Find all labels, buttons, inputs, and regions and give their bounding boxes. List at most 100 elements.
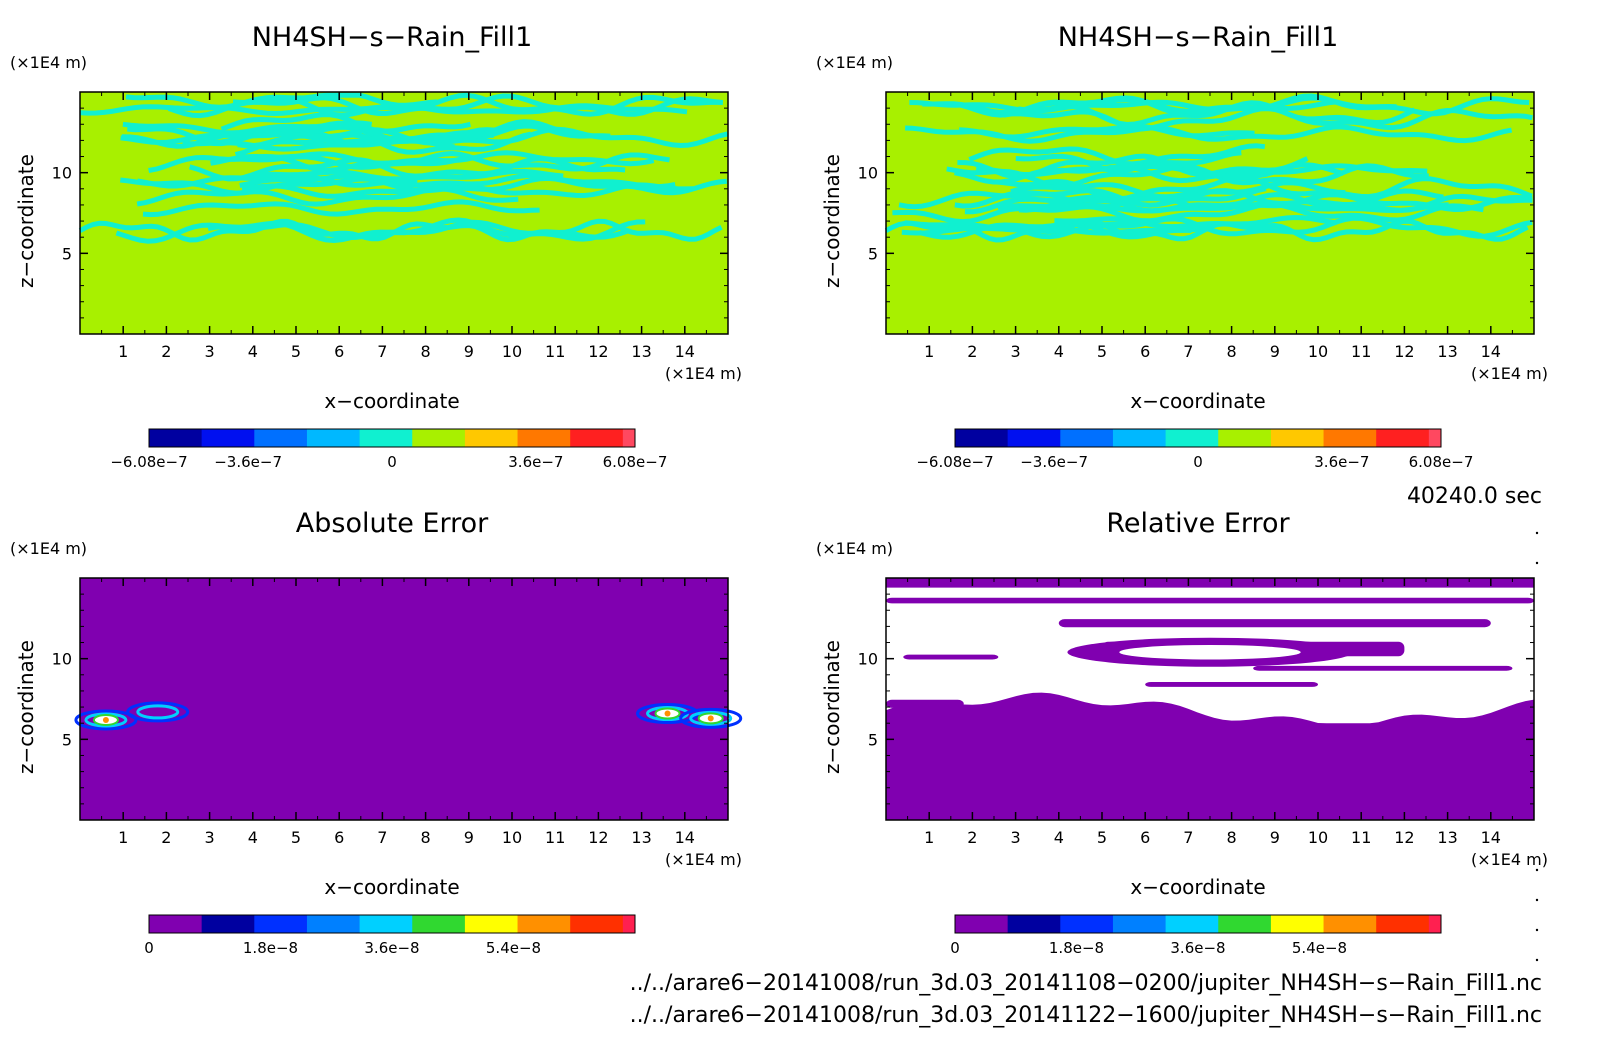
x-tick-label: 4 xyxy=(1054,828,1064,847)
y-unit-label: (×1E4 m) xyxy=(10,53,87,72)
colorbar-tick-label: 0 xyxy=(950,939,960,957)
x-tick-label: 3 xyxy=(205,828,215,847)
x-tick-label: 4 xyxy=(248,342,258,361)
colorbar-tick-label: 5.4e−8 xyxy=(486,939,541,957)
x-tick-label: 11 xyxy=(1351,342,1371,361)
colorbar: 0 1.8e−8 3.6e−8 5.4e−8 xyxy=(950,914,1442,957)
colorbar-segment xyxy=(517,429,571,447)
y-tick-label: 10 xyxy=(52,650,72,669)
x-tick-label: 7 xyxy=(377,828,387,847)
colorbar-segment xyxy=(306,915,361,933)
x-tick-label: 6 xyxy=(334,828,344,847)
panel-title: NH4SH−s−Rain_Fill1 xyxy=(252,22,533,53)
colorbar-tick-label: 6.08e−7 xyxy=(1409,453,1474,471)
x-axis-label: x−coordinate xyxy=(324,875,459,899)
error-spot xyxy=(126,701,190,723)
colorbar-segment xyxy=(359,915,413,933)
y-tick-label: 5 xyxy=(868,244,878,263)
colorbar-segment xyxy=(306,429,361,447)
colorbar-segment xyxy=(1323,915,1377,933)
chart-panel-2: NH4SH−s−Rain_Fill1(×1E4 m)1 2 3 4 5 6 7 8 9 10 11 1… xyxy=(816,22,1548,471)
error-spot xyxy=(679,707,743,729)
chart-panel-3: Absolute Error(×1E4 m)1 2 3 4 5 6 7 8 9 10 11 12 13 1… xyxy=(10,508,743,957)
x-axis-label: x−coordinate xyxy=(324,389,459,413)
colorbar-segment xyxy=(1112,915,1167,933)
x-axis-label: x−coordinate xyxy=(1130,389,1265,413)
colorbar-segment xyxy=(1007,429,1061,447)
colorbar-segment xyxy=(254,429,308,447)
x-tick-label: 2 xyxy=(967,828,977,847)
colorbar-segment xyxy=(412,915,466,933)
colorbar-segment xyxy=(464,915,519,933)
colorbar-tick-label: 5.4e−8 xyxy=(1292,939,1347,957)
x-tick-label: 7 xyxy=(1183,828,1193,847)
colorbar-segment xyxy=(1376,915,1430,933)
y-tick-label: 5 xyxy=(62,730,72,749)
y-axis-label: z−coordinate xyxy=(820,640,844,774)
x-tick-label: 1 xyxy=(924,828,934,847)
x-tick-label: 10 xyxy=(502,828,522,847)
x-tick-label: 4 xyxy=(248,828,258,847)
colorbar-segment xyxy=(149,429,203,447)
y-tick-label: 10 xyxy=(858,650,878,669)
x-tick-label: 8 xyxy=(1227,828,1237,847)
x-tick-label: 12 xyxy=(588,342,608,361)
colorbar-tick-label: 1.8e−8 xyxy=(1049,939,1104,957)
panel-title: Absolute Error xyxy=(296,508,489,539)
colorbar-tick-label: −6.08e−7 xyxy=(916,453,993,471)
colorbar-segment xyxy=(412,429,466,447)
x-tick-label: 8 xyxy=(1227,342,1237,361)
x-tick-label: 11 xyxy=(1351,828,1371,847)
colorbar-tick-label: 1.8e−8 xyxy=(243,939,298,957)
y-unit-label: (×1E4 m) xyxy=(816,539,893,558)
colorbar-segment xyxy=(570,915,624,933)
contour-field xyxy=(884,92,1534,334)
colorbar-segment xyxy=(1165,429,1219,447)
x-tick-label: 5 xyxy=(1097,828,1107,847)
colorbar-segment xyxy=(517,915,571,933)
x-tick-label: 11 xyxy=(545,342,565,361)
panel-title: Relative Error xyxy=(1106,508,1290,539)
x-tick-label: 7 xyxy=(377,342,387,361)
x-tick-label: 8 xyxy=(421,342,431,361)
edge-dots xyxy=(1535,531,1539,962)
colorbar-segment xyxy=(1218,915,1272,933)
x-tick-label: 10 xyxy=(1308,828,1328,847)
y-axis-label: z−coordinate xyxy=(820,154,844,288)
x-tick-label: 13 xyxy=(1437,342,1457,361)
colorbar-tick-label: 3.6e−8 xyxy=(364,939,419,957)
x-tick-label: 9 xyxy=(464,342,474,361)
colorbar-segment xyxy=(1112,429,1167,447)
colorbar-tick-label: 3.6e−8 xyxy=(1170,939,1225,957)
x-tick-label: 9 xyxy=(1270,342,1280,361)
x-tick-label: 5 xyxy=(1097,342,1107,361)
colorbar-segment xyxy=(955,429,1009,447)
y-tick-label: 5 xyxy=(868,730,878,749)
colorbar-tick-label: −3.6e−7 xyxy=(1020,453,1088,471)
x-tick-label: 5 xyxy=(291,342,301,361)
x-tick-label: 14 xyxy=(675,828,695,847)
x-tick-label: 6 xyxy=(334,342,344,361)
colorbar-segment xyxy=(1060,915,1114,933)
colorbar-segment xyxy=(622,915,636,933)
x-unit-label: (×1E4 m) xyxy=(1471,364,1548,383)
colorbar-tick-label: 6.08e−7 xyxy=(603,453,668,471)
colorbar-segment xyxy=(1060,429,1114,447)
colorbar-segment xyxy=(955,915,1009,933)
colorbar: −6.08e−7 −3.6e−7 0 3.6e−7 6.08e−7 xyxy=(110,428,668,471)
colorbar-tick-label: 0 xyxy=(1193,453,1203,471)
error-spot xyxy=(74,709,138,731)
colorbar-segment xyxy=(1270,915,1325,933)
chart-panel-1: NH4SH−s−Rain_Fill1(×1E4 m)1 2 3 4 5 6 7 8 9 10 11 1… xyxy=(10,22,742,471)
colorbar-segment xyxy=(201,429,255,447)
x-tick-label: 12 xyxy=(588,828,608,847)
x-tick-label: 10 xyxy=(1308,342,1328,361)
x-tick-label: 5 xyxy=(291,828,301,847)
file-path-1: ../../arare6−20141008/run_3d.03_20141108… xyxy=(630,971,1542,996)
x-unit-label: (×1E4 m) xyxy=(1471,850,1548,869)
x-tick-label: 2 xyxy=(967,342,977,361)
y-tick-label: 5 xyxy=(62,244,72,263)
time-label: 40240.0 sec xyxy=(1407,484,1542,509)
x-unit-label: (×1E4 m) xyxy=(665,364,742,383)
